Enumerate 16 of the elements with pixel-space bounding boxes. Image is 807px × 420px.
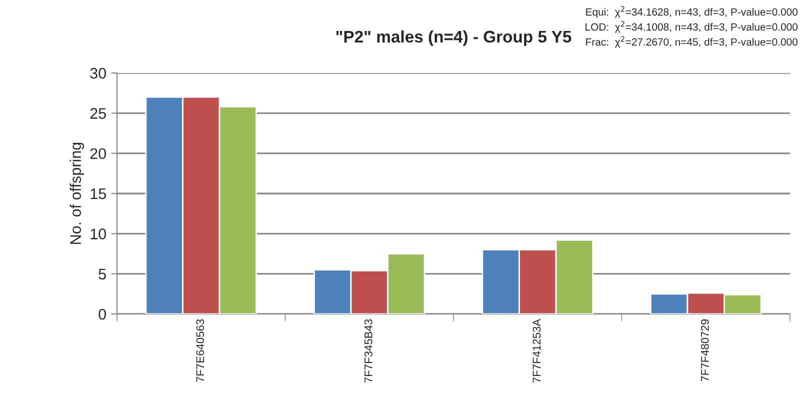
x-tick-label: 7F7F345B43: [364, 319, 372, 383]
x-tick-label: 7F7F480729: [700, 319, 709, 382]
chart-title: "P2" males (n=4) - Group 5 Y5: [336, 30, 572, 46]
y-tick-label: 20: [90, 148, 106, 160]
y-axis-title: No. of offspring: [70, 142, 84, 244]
text: Frac: χ$^{2}$=27.2670, n=45, df=3, P-value=0.000: [586, 36, 798, 48]
y-tick-label: 15: [90, 188, 106, 200]
x-tick-label: 7F7F41253A: [532, 318, 541, 383]
y-tick-label: 0: [98, 308, 106, 320]
y-tick-label: 25: [90, 108, 106, 119]
y-tick-label: 30: [90, 68, 106, 79]
x-tick-label: 7F7E640563: [196, 319, 204, 382]
text: Equi: χ$^{2}$=34.1628, n=43, df=3, P-value=0.000: [586, 6, 798, 18]
y-tick-label: 5: [98, 268, 106, 280]
y-tick-label: 10: [90, 228, 106, 240]
text: LOD: χ$^{2}$=34.1008, n=43, df=3, P-value=0.000: [586, 21, 798, 33]
